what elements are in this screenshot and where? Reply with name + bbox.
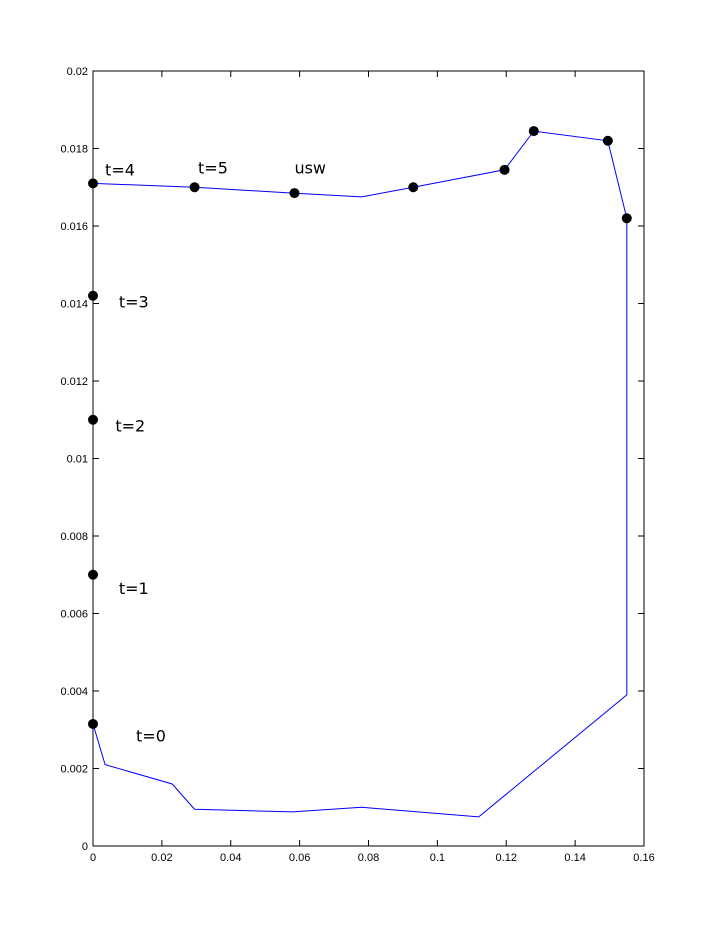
annotation-label: usw xyxy=(294,159,326,178)
data-point xyxy=(528,126,539,137)
annotation-label: t=5 xyxy=(198,159,228,178)
data-point xyxy=(408,182,419,193)
annotation-label: t=1 xyxy=(119,579,149,598)
data-point xyxy=(289,188,300,199)
x-tick-label: 0 xyxy=(90,852,96,864)
y-tick-label: 0.01 xyxy=(67,454,88,466)
x-tick-label: 0.1 xyxy=(430,852,445,864)
data-point xyxy=(189,182,200,193)
y-tick-label: 0.002 xyxy=(60,764,88,776)
y-tick-label: 0.02 xyxy=(67,66,88,78)
y-tick-label: 0.004 xyxy=(60,686,88,698)
x-tick-label: 0.02 xyxy=(151,852,172,864)
axis-tick-labels: 0 0.02 0.04 0.06 0.08 0.1 0.12 0.14 0.16 0 0.002 0.… xyxy=(60,66,654,864)
y-tick-label: 0.016 xyxy=(60,221,88,233)
data-point xyxy=(621,213,632,224)
y-tick-label: 0.018 xyxy=(60,144,88,156)
x-tick-label: 0.16 xyxy=(633,852,654,864)
annotation-label: t=3 xyxy=(119,292,149,311)
annotation-label: t=2 xyxy=(115,416,145,435)
y-tick-label: 0.014 xyxy=(60,299,88,311)
annotation-label: t=0 xyxy=(136,726,166,745)
y-tick-label: 0 xyxy=(82,841,88,853)
y-tick-label: 0.008 xyxy=(60,531,88,543)
x-tick-label: 0.12 xyxy=(496,852,517,864)
data-point xyxy=(602,135,613,146)
annotations-layer: t=0 t=1 t=2 t=3 t=4 t=5 usw xyxy=(105,159,326,746)
plot-background xyxy=(93,71,644,846)
data-point xyxy=(499,164,510,175)
y-tick-label: 0.006 xyxy=(60,609,88,621)
x-tick-label: 0.08 xyxy=(358,852,379,864)
x-tick-label: 0.04 xyxy=(220,852,241,864)
plot-frame xyxy=(92,70,645,847)
y-tick-label: 0.012 xyxy=(60,376,88,388)
x-tick-label: 0.14 xyxy=(564,852,585,864)
annotation-label: t=4 xyxy=(105,161,135,180)
x-tick-label: 0.06 xyxy=(289,852,310,864)
